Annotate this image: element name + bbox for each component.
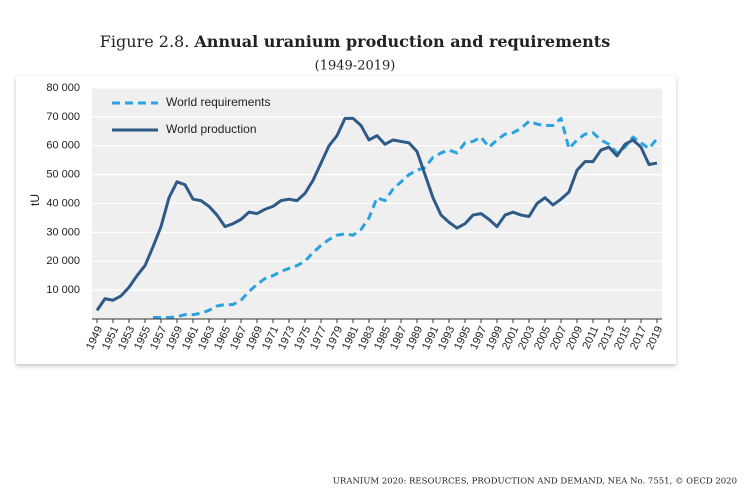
legend-label: World requirements bbox=[166, 95, 270, 109]
series-line bbox=[95, 116, 658, 312]
y-tick-label: 10 000 bbox=[46, 284, 80, 296]
legend-label: World production bbox=[166, 122, 257, 136]
y-tick-label: 30 000 bbox=[46, 226, 80, 238]
y-tick-label: 20 000 bbox=[46, 255, 80, 267]
y-tick-label: 60 000 bbox=[46, 140, 80, 152]
y-tick-label: 40 000 bbox=[46, 197, 80, 209]
source-note: URANIUM 2020: RESOURCES, PRODUCTION AND … bbox=[333, 477, 737, 487]
chart-subtitle: (1949-2019) bbox=[315, 59, 396, 74]
y-tick-label: 80 000 bbox=[46, 82, 80, 94]
y-axis-label: tU bbox=[28, 194, 42, 206]
series-line bbox=[153, 116, 659, 320]
y-tick-label: 70 000 bbox=[46, 111, 80, 123]
y-tick-label: 50 000 bbox=[46, 169, 80, 181]
chart-title: Figure 2.8. Annual uranium production an… bbox=[100, 32, 610, 51]
